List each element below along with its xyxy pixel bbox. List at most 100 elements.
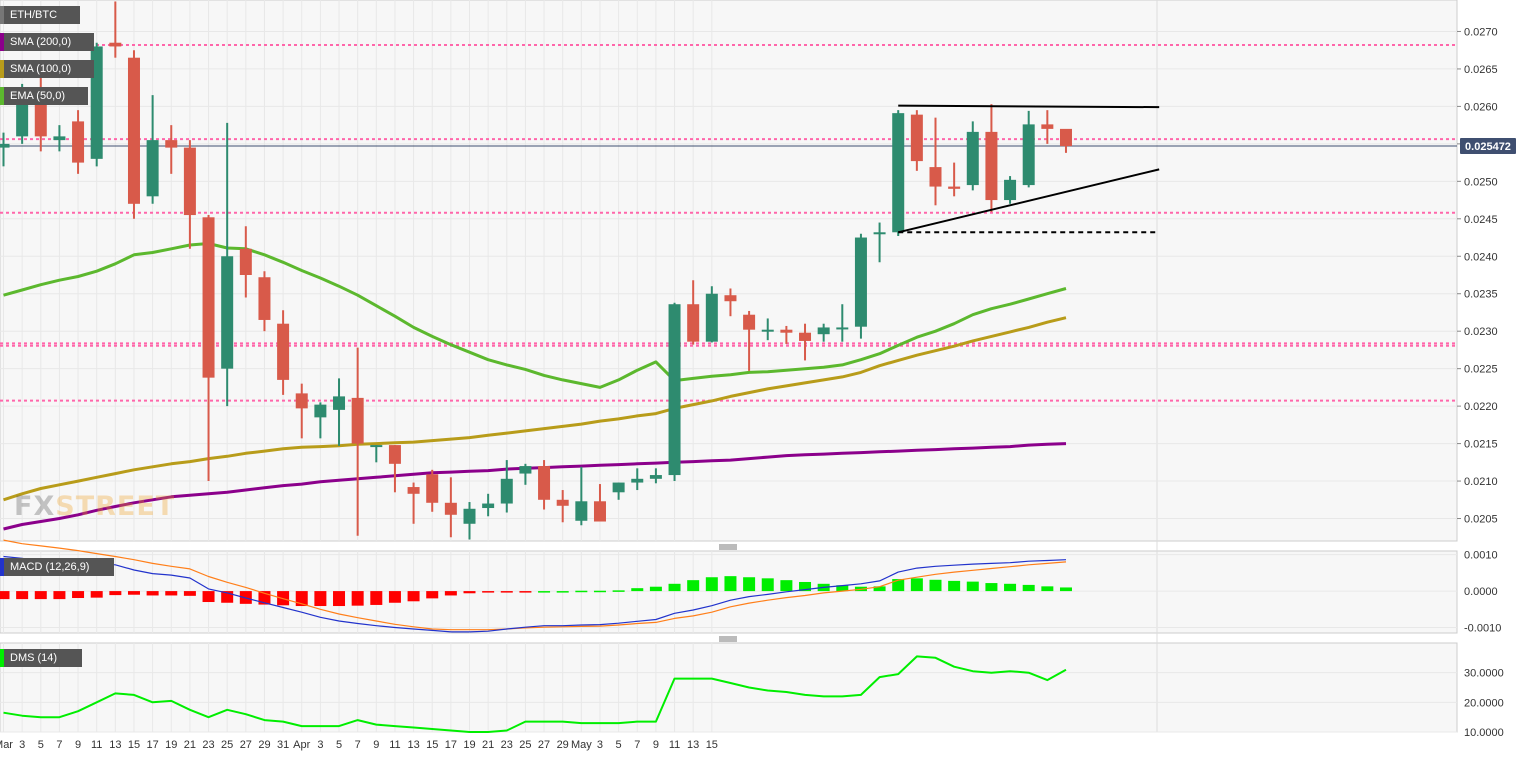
- candle-body: [239, 248, 252, 275]
- x-tick-label: 7: [355, 739, 361, 751]
- macd-bar: [1004, 583, 1017, 592]
- macd-bar: [705, 577, 718, 592]
- y-tick-label: 0.0265: [1464, 64, 1498, 76]
- legend-macd[interactable]: MACD (12,26,9): [0, 558, 114, 576]
- sma100-line: [3, 316, 1067, 502]
- macd-bar: [426, 591, 439, 599]
- candle-body: [1059, 128, 1072, 147]
- candle: [1059, 128, 1072, 153]
- y-tick-label: 0.0250: [1464, 176, 1498, 188]
- macd-bar: [0, 591, 10, 600]
- x-tick-label: 29: [557, 739, 569, 751]
- macd-bar: [724, 576, 737, 592]
- candle: [780, 325, 793, 344]
- last-price-box: [1460, 137, 1516, 154]
- candle-body: [612, 482, 625, 493]
- x-tick-label: 7: [634, 739, 640, 751]
- macd-bar: [668, 583, 681, 592]
- candles: [0, 1, 1072, 540]
- candle: [277, 310, 290, 395]
- candle-body: [463, 508, 476, 524]
- macd-bar: [519, 591, 532, 593]
- candle: [761, 318, 774, 341]
- macd-bar: [649, 586, 662, 592]
- y-tick-label: 0.0220: [1464, 401, 1498, 413]
- macd-bar: [314, 591, 327, 607]
- candle: [370, 445, 383, 463]
- candle: [892, 110, 905, 237]
- candle-body: [333, 396, 346, 410]
- legend-dms-label: DMS (14): [10, 652, 58, 664]
- x-tick-label: 9: [75, 739, 81, 751]
- x-tick-label: 19: [165, 739, 177, 751]
- candle: [836, 304, 849, 342]
- candle-body: [948, 186, 961, 189]
- x-tick-label: 21: [184, 739, 196, 751]
- legend-ema50-label: EMA (50,0): [10, 90, 66, 102]
- candle-body: [649, 475, 662, 479]
- candle: [146, 95, 159, 204]
- x-tick-label: 21: [482, 739, 494, 751]
- legend-symbol[interactable]: ETH/BTC: [0, 6, 80, 24]
- candle: [127, 50, 140, 219]
- candle: [1041, 110, 1054, 144]
- x-tick-label: 23: [202, 739, 214, 751]
- candle: [221, 122, 234, 407]
- x-tick-label: 5: [336, 739, 342, 751]
- candle-body: [1041, 124, 1054, 129]
- macd-bar: [127, 591, 140, 595]
- candle: [239, 226, 252, 298]
- y-tick-label: 0.0240: [1464, 251, 1498, 263]
- candle: [799, 323, 812, 361]
- legend-sma100[interactable]: SMA (100,0): [0, 60, 94, 78]
- x-tick-label: 25: [221, 739, 233, 751]
- macd-bar: [165, 591, 178, 596]
- last-price-value: 0.025472: [1465, 141, 1511, 153]
- x-tick-label: 11: [91, 739, 102, 751]
- candle-body: [892, 113, 905, 233]
- legend-sma200[interactable]: SMA (200,0): [0, 33, 94, 51]
- x-tick-label: 15: [128, 739, 140, 751]
- x-tick-label: Apr: [293, 739, 310, 751]
- x-tick-label: 9: [653, 739, 659, 751]
- x-tick-label: 23: [501, 739, 513, 751]
- candle: [72, 110, 85, 174]
- macd-bar: [90, 591, 103, 598]
- candle: [575, 466, 588, 526]
- macd-bar: [575, 590, 588, 593]
- candle: [854, 233, 867, 339]
- macd-bar: [612, 590, 625, 592]
- y-tick-label: 10.0000: [1464, 727, 1504, 739]
- macd-bar: [873, 586, 886, 592]
- x-tick-label: 15: [426, 739, 438, 751]
- candle: [314, 402, 327, 439]
- candle-body: [258, 277, 271, 320]
- y-tick-label: 0.0245: [1464, 214, 1498, 226]
- candle: [351, 347, 364, 536]
- pane-resize-handle: [719, 636, 737, 642]
- candle: [556, 490, 569, 523]
- y-tick-label: 0.0225: [1464, 364, 1498, 376]
- candle-body: [370, 445, 383, 448]
- candle: [817, 323, 830, 342]
- legend-dms[interactable]: DMS (14): [0, 649, 82, 667]
- sma200-line: [3, 442, 1067, 531]
- macd-bar: [388, 591, 401, 603]
- candle: [1004, 176, 1017, 204]
- candle: [109, 1, 122, 58]
- legend-swatch-sma200: [0, 33, 4, 51]
- macd-bar: [482, 591, 495, 593]
- y-tick-label: 0.0210: [1464, 476, 1498, 488]
- x-tick-label: 29: [258, 739, 270, 751]
- candle: [929, 117, 942, 206]
- candle-body: [761, 329, 774, 332]
- candle-body: [575, 501, 588, 521]
- macd-bar: [538, 591, 551, 593]
- macd-bar: [1041, 586, 1054, 592]
- x-tick-label: 11: [389, 739, 400, 751]
- macd-bar: [183, 591, 196, 596]
- candle-body: [146, 140, 159, 197]
- legend-ema50[interactable]: EMA (50,0): [0, 87, 88, 105]
- x-tick-label: 19: [463, 739, 475, 751]
